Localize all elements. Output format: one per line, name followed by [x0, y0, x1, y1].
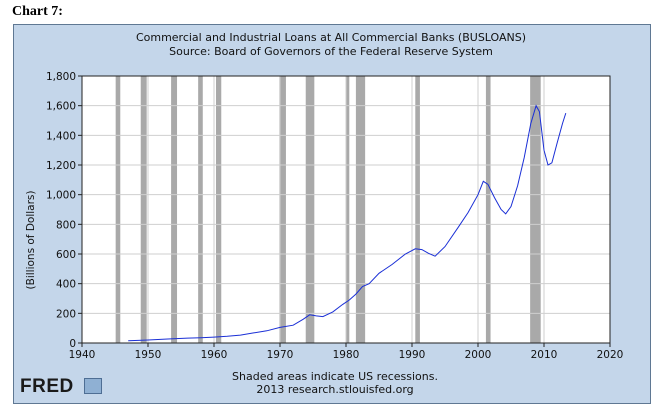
recession-band-1: [140, 76, 147, 343]
chart-heading: Chart 7:: [12, 4, 63, 19]
y-tick-label-9: 1,800: [46, 71, 76, 83]
fred-chart-icon: [84, 378, 102, 394]
fred-logo: FRED: [20, 376, 74, 397]
y-tick-label-7: 1,400: [46, 130, 76, 142]
source-credit: 2013 research.stlouisfed.org: [256, 383, 413, 396]
x-tick-label-5: 1990: [399, 349, 426, 361]
recession-band-9: [415, 76, 420, 343]
recession-band-4: [215, 76, 222, 343]
recession-band-0: [115, 76, 121, 343]
x-tick-label-2: 1960: [201, 349, 228, 361]
recession-bands: [115, 76, 541, 343]
x-tick-label-0: 1940: [69, 349, 96, 361]
series-line-busloans: [128, 104, 567, 342]
x-tick-label-8: 2020: [597, 349, 624, 361]
x-axis-ticks: 1940 1950 1960 1970 1980 1990 2000 2010 2020: [69, 343, 624, 361]
chart-subtitle: Source: Board of Governors of the Federa…: [169, 45, 493, 58]
y-tick-label-5: 1,000: [46, 190, 76, 202]
x-tick-label-7: 2010: [531, 349, 558, 361]
x-tick-label-6: 2000: [465, 349, 492, 361]
y-tick-label-2: 400: [56, 279, 76, 291]
y-tick-label-4: 800: [56, 219, 76, 231]
x-tick-label-4: 1980: [333, 349, 360, 361]
recession-band-7: [346, 76, 350, 343]
y-tick-label-0: 0: [69, 338, 76, 350]
y-axis-label: (Billions of Dollars): [25, 191, 37, 290]
recession-band-3: [198, 76, 203, 343]
recession-band-8: [355, 76, 366, 343]
chart-title: Commercial and Industrial Loans at All C…: [136, 31, 526, 44]
y-tick-label-8: 1,600: [46, 101, 76, 113]
recession-band-10: [485, 76, 491, 343]
y-tick-label-1: 200: [56, 308, 76, 320]
x-tick-label-1: 1950: [135, 349, 162, 361]
recession-band-6: [305, 76, 315, 343]
y-axis-ticks: 0 200 400 600 800 1,000 1,200 1,400 1,600 1,800: [46, 71, 82, 350]
y-tick-label-6: 1,200: [46, 160, 76, 172]
recession-band-2: [171, 76, 178, 343]
x-tick-label-3: 1970: [267, 349, 294, 361]
y-tick-label-3: 600: [56, 249, 76, 261]
recession-note: Shaded areas indicate US recessions.: [232, 370, 438, 383]
recession-band-5: [279, 76, 286, 343]
recession-band-11: [530, 76, 541, 343]
